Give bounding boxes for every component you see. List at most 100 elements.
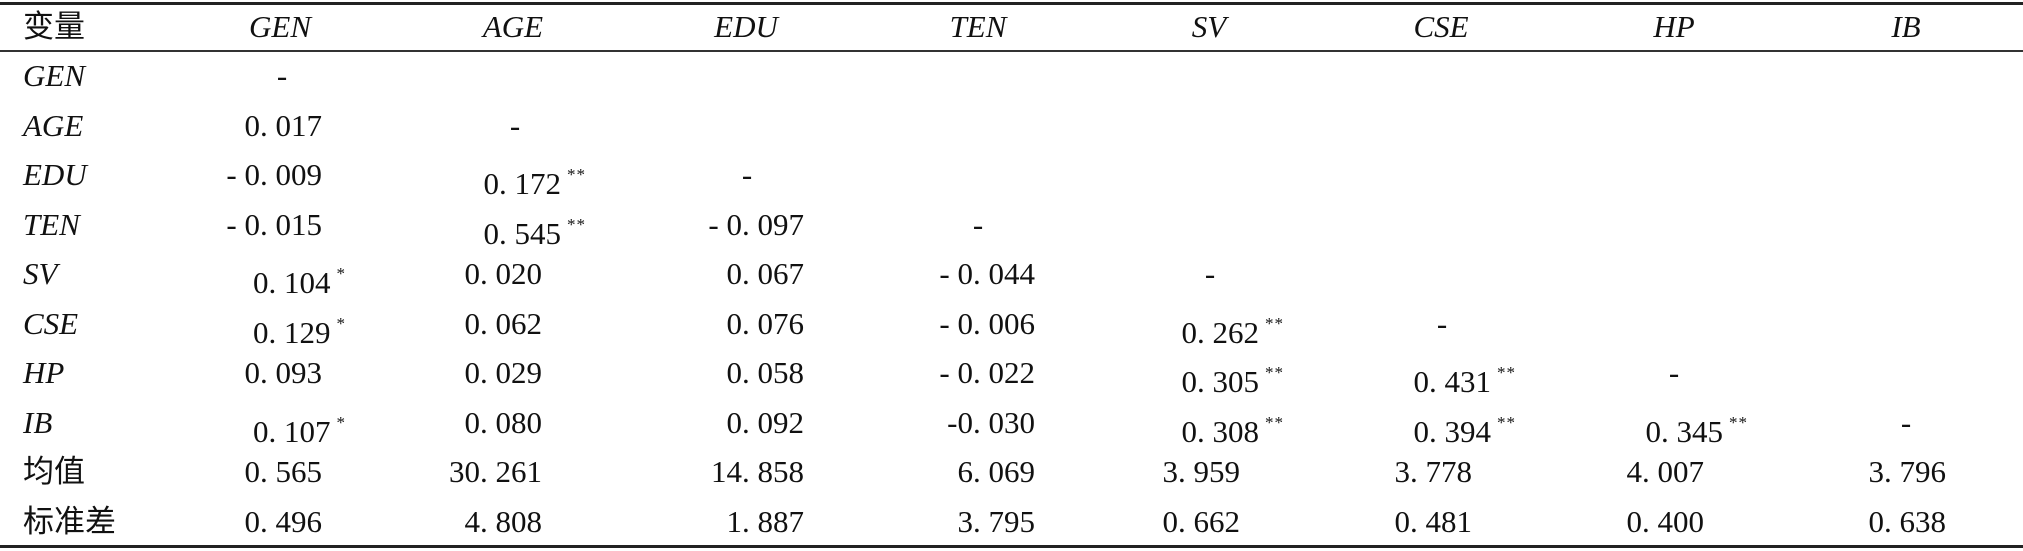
table-cell: 3. 795 (958, 497, 1036, 547)
cell-value: 30. 261 (449, 454, 542, 489)
table-cell: 0. 481 (1395, 497, 1473, 547)
table-cell: - (1654, 348, 1694, 398)
cell-value: 0. 080 (464, 404, 543, 440)
cell-value: 0. 400 (1626, 503, 1705, 539)
cell-value: - (1204, 256, 1216, 291)
table-row: EDU - 0. 009 0. 172 ** - (0, 150, 2023, 201)
table-cell: 0. 093 (245, 348, 323, 398)
row-label: HP (23, 355, 65, 390)
cell-value: 0. 305 (1181, 364, 1260, 399)
significance-marker: * (336, 264, 346, 283)
table-cell: 0. 638 (1869, 497, 1947, 547)
table-cell: - 0. 006 (939, 299, 1035, 349)
significance-marker: ** (1497, 363, 1516, 382)
cell-value: 0. 104 (253, 265, 331, 300)
table-cell: 1. 887 (727, 497, 805, 547)
cell-value: 0. 020 (464, 256, 543, 291)
cell-value: - 0. 009 (226, 157, 322, 192)
cell-value: 3. 796 (1868, 454, 1947, 489)
table-header-rule (0, 50, 2023, 52)
table-cell: - (1422, 299, 1462, 349)
row-label: 均值 (23, 454, 85, 489)
table-cell: 0. 104 * (253, 249, 346, 300)
header-hp: HP (1653, 9, 1695, 44)
table-cell: 0. 129 * (253, 299, 346, 350)
cell-value: - 0. 022 (939, 355, 1035, 390)
row-label: EDU (23, 157, 87, 192)
header-gen: GEN (249, 9, 311, 44)
table-cell: 0. 017 (245, 101, 323, 151)
table-cell: 0. 076 (727, 299, 805, 349)
cell-value: -0. 030 (947, 404, 1035, 440)
cell-value: 0. 662 (1162, 503, 1241, 539)
cell-value: 0. 172 (483, 166, 562, 201)
table-row: CSE 0. 129 * 0. 062 0. 076 - 0. 006 0. 262 ** - (0, 299, 2023, 350)
table-row: AGE 0. 017 - (0, 101, 2023, 151)
table-cell: 0. 020 (465, 249, 543, 299)
table-cell: 0. 565 (245, 447, 323, 497)
header-ib: IB (1891, 9, 1921, 44)
cell-value: - (276, 58, 288, 93)
table-cell: 6. 069 (958, 447, 1036, 497)
significance-marker: * (336, 313, 346, 333)
significance-marker: ** (567, 165, 586, 184)
table-row: HP 0. 093 0. 029 0. 058- 0. 022 0. 305 ** 0. 4… (0, 348, 2023, 399)
cell-value: 0. 058 (726, 355, 805, 390)
table-cell: - 0. 015 (226, 200, 322, 250)
cell-value: - 0. 006 (939, 305, 1035, 341)
table-cell: 4. 007 (1627, 447, 1705, 497)
cell-value: 0. 481 (1394, 503, 1473, 539)
cell-value: 4. 808 (464, 503, 543, 539)
table-top-rule (0, 2, 2023, 5)
cell-value: 0. 017 (244, 107, 323, 143)
significance-marker: ** (1265, 412, 1284, 432)
significance-marker: ** (1729, 412, 1748, 432)
table-cell: - (727, 150, 767, 200)
table-cell: 0. 062 (465, 299, 543, 349)
header-age: AGE (482, 9, 544, 44)
table-cell: - 0. 009 (226, 150, 322, 200)
cell-value: 0. 107 (253, 413, 331, 449)
significance-marker: ** (1265, 363, 1284, 382)
row-label: IB (23, 404, 53, 440)
table-row: SV 0. 104 * 0. 020 0. 067 - 0. 044 - (0, 249, 2023, 300)
table-cell: 0. 308 ** (1182, 398, 1285, 449)
cell-value: - (509, 107, 521, 143)
table-cell: 0. 431 ** (1414, 348, 1517, 399)
cell-value: 6. 069 (957, 454, 1036, 489)
table-row: IB 0. 107 * 0. 080 0. 092 -0. 030 0. 308 ** 0. 3… (0, 398, 2023, 449)
header-variable: 变量 (23, 9, 85, 44)
row-label: GEN (23, 58, 85, 93)
table-row: GEN - (0, 51, 2023, 101)
cell-value: 0. 076 (726, 305, 805, 341)
cell-value: 14. 858 (711, 454, 804, 489)
significance-marker: ** (1497, 412, 1516, 432)
row-label: CSE (23, 305, 79, 341)
table-cell: - (1886, 398, 1926, 448)
table-cell: 0. 496 (245, 497, 323, 547)
table-cell: - (958, 200, 998, 250)
table-cell: 0. 058 (727, 348, 805, 398)
table-cell: 14. 858 (711, 447, 804, 497)
table-cell: 0. 662 (1163, 497, 1241, 547)
header-ten: TEN (949, 9, 1007, 44)
cell-value: 0. 545 (483, 215, 562, 251)
table-bottom-rule (0, 545, 2023, 548)
table-cell: 3. 778 (1395, 447, 1473, 497)
cell-value: 0. 129 (253, 314, 331, 350)
table-cell: 0. 345 ** (1646, 398, 1749, 449)
cell-value: 0. 394 (1413, 413, 1492, 449)
table-cell: 0. 080 (465, 398, 543, 448)
cell-value: - 0. 044 (939, 256, 1035, 291)
table-cell: 30. 261 (449, 447, 542, 497)
table-cell: 0. 545 ** (483, 200, 587, 251)
table-cell: 0. 172 ** (483, 150, 587, 201)
table-cell: - (495, 101, 535, 151)
cell-value: 1. 887 (726, 503, 805, 539)
header-sv: SV (1191, 9, 1227, 44)
cell-value: 3. 959 (1162, 454, 1241, 489)
table-cell: - 0. 022 (939, 348, 1035, 398)
table-cell: - (262, 51, 302, 101)
cell-value: - (1900, 404, 1912, 440)
table-cell: 0. 305 ** (1181, 348, 1285, 399)
